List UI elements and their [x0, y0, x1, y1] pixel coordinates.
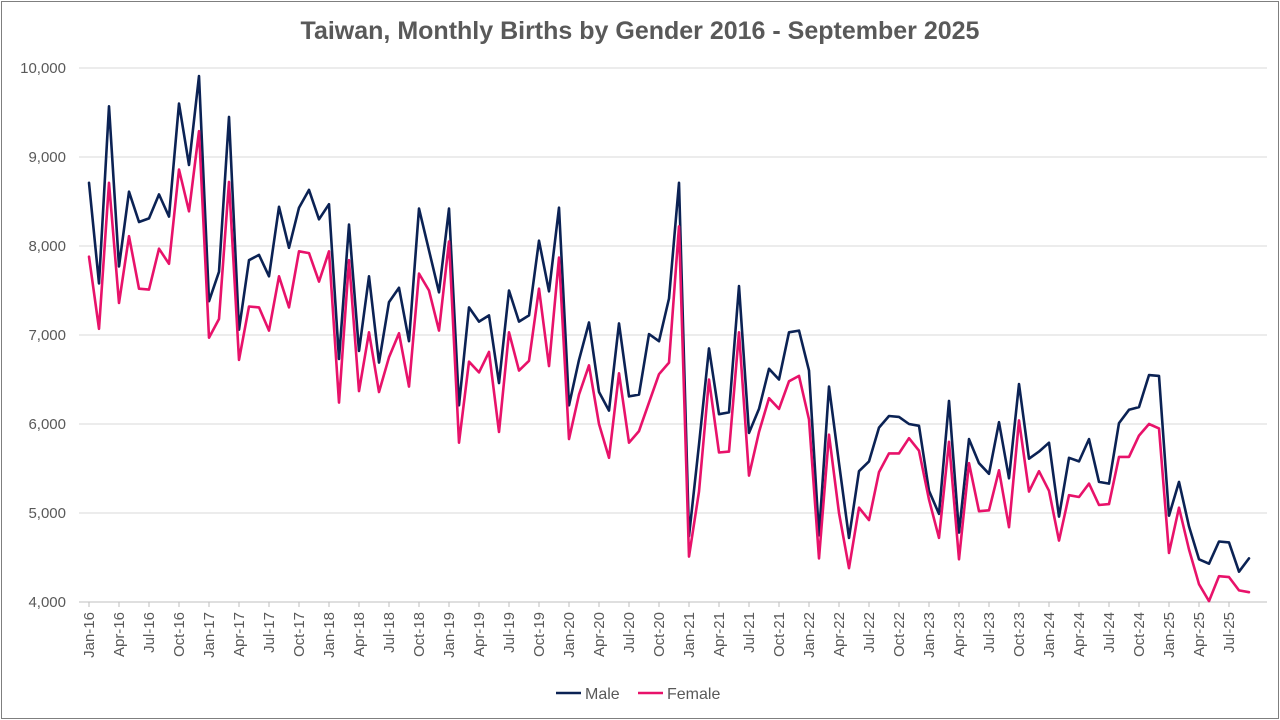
x-tick-label: Apr-21 — [711, 612, 728, 657]
y-tick-label: 4,000 — [28, 594, 66, 611]
x-tick-label: Apr-17 — [231, 612, 248, 657]
y-tick-label: 7,000 — [28, 327, 66, 344]
x-tick-label: Oct-23 — [1011, 612, 1028, 657]
legend-item-male: Male — [556, 686, 620, 703]
legend: Male Female — [556, 686, 720, 703]
legend-item-female: Female — [638, 686, 720, 703]
x-tick-label: Apr-19 — [471, 612, 488, 657]
x-axis: Jan-16 Apr-16 Jul-16 Oct-16 Jan-17 Apr-17 Jul-… — [79, 601, 1267, 658]
x-tick-label: Oct-24 — [1131, 612, 1148, 657]
x-tick-label: Apr-18 — [351, 612, 368, 657]
x-tick-label: Jul-25 — [1221, 612, 1238, 653]
legend-label: Female — [667, 686, 720, 703]
x-tick-label: Jan-25 — [1161, 612, 1178, 658]
y-axis-ticks: 4,000 5,000 6,000 7,000 8,000 9,000 10,000 — [20, 60, 66, 611]
x-tick-label: Oct-19 — [531, 612, 548, 657]
x-tick-label: Jul-22 — [861, 612, 878, 653]
legend-label: Male — [585, 686, 620, 703]
series-line-female — [87, 129, 1251, 603]
x-tick-label: Oct-16 — [171, 612, 188, 657]
x-tick-label: Jan-18 — [321, 612, 338, 658]
y-tick-label: 10,000 — [20, 60, 66, 77]
y-tick-label: 8,000 — [28, 238, 66, 255]
x-tick-label: Jul-18 — [381, 612, 398, 653]
x-tick-label: Oct-21 — [771, 612, 788, 657]
y-tick-label: 6,000 — [28, 416, 66, 433]
x-tick-label: Apr-16 — [111, 612, 128, 657]
x-tick-label: Apr-20 — [591, 612, 608, 657]
x-tick-label: Jan-17 — [201, 612, 218, 658]
x-tick-label: Oct-22 — [891, 612, 908, 657]
x-tick-label: Jul-16 — [141, 612, 158, 653]
x-tick-label: Apr-23 — [951, 612, 968, 657]
x-tick-label: Jan-23 — [921, 612, 938, 658]
x-tick-label: Jan-22 — [801, 612, 818, 658]
x-tick-label: Jul-20 — [621, 612, 638, 653]
x-tick-label: Jul-17 — [261, 612, 278, 653]
x-tick-label: Jul-19 — [501, 612, 518, 653]
x-tick-label: Jan-21 — [681, 612, 698, 658]
x-tick-label: Jul-21 — [741, 612, 758, 653]
series-lines — [87, 74, 1251, 603]
x-tick-label: Jul-23 — [981, 612, 998, 653]
x-tick-label: Apr-24 — [1071, 612, 1088, 657]
chart-title: Taiwan, Monthly Births by Gender 2016 - … — [301, 17, 980, 45]
x-tick-label: Oct-20 — [651, 612, 668, 657]
x-tick-label: Oct-17 — [291, 612, 308, 657]
x-tick-label: Jan-24 — [1041, 612, 1058, 658]
gridlines — [79, 67, 1267, 603]
x-tick-label: Jan-19 — [441, 612, 458, 658]
x-tick-label: Oct-18 — [411, 612, 428, 657]
x-tick-label: Apr-22 — [831, 612, 848, 657]
y-tick-label: 5,000 — [28, 505, 66, 522]
x-tick-label: Jul-24 — [1101, 612, 1118, 653]
x-tick-label: Jan-16 — [81, 612, 98, 658]
y-tick-label: 9,000 — [28, 149, 66, 166]
x-tick-label: Apr-25 — [1191, 612, 1208, 657]
x-tick-label: Jan-20 — [561, 612, 578, 658]
